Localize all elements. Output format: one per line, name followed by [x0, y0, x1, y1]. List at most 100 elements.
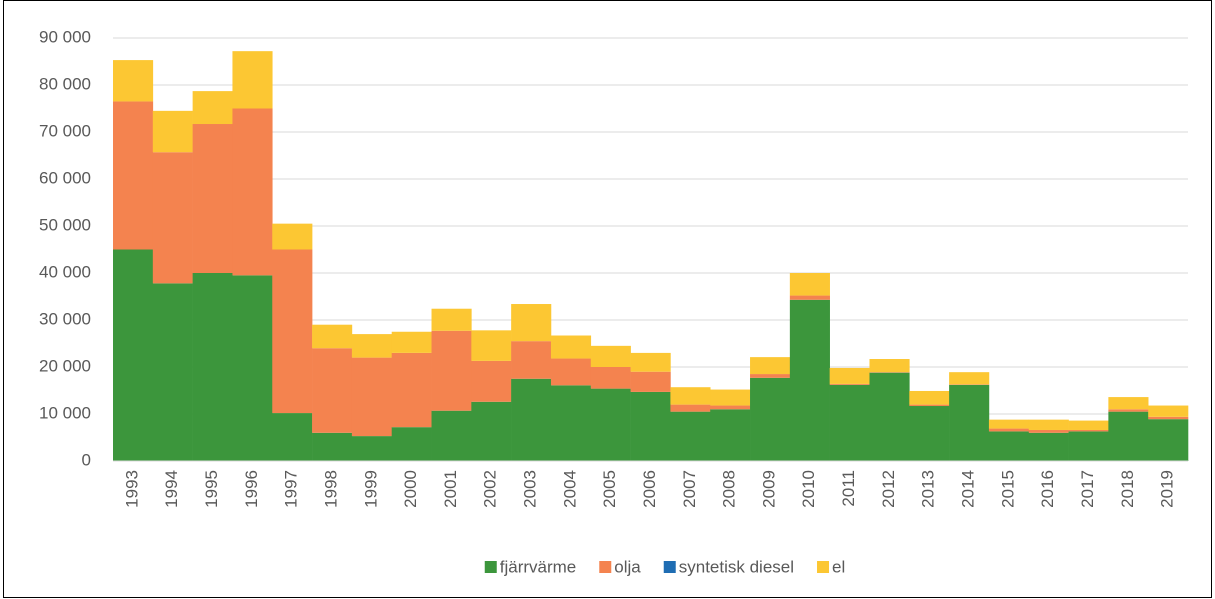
bar-segment — [511, 378, 552, 461]
bar-segment — [1068, 429, 1109, 432]
bar-segment — [1028, 429, 1069, 433]
bar-segment — [511, 341, 552, 379]
bar-segment — [789, 295, 830, 300]
bar-segment — [750, 374, 791, 378]
bar-segment — [550, 358, 592, 386]
bar-segment — [869, 359, 910, 373]
y-tick-label: 70 000 — [39, 121, 91, 140]
legend-swatch — [484, 561, 497, 573]
x-tick-label: 2000 — [401, 470, 420, 508]
bar-segment — [670, 411, 711, 461]
bar-segment — [829, 367, 870, 384]
bar-segment — [829, 383, 870, 385]
bar-segment — [113, 101, 154, 250]
bar-segment — [232, 275, 273, 461]
bar-segment — [1148, 405, 1189, 417]
bar-segment — [750, 377, 791, 461]
bar-segment — [590, 345, 631, 367]
bar-segment — [670, 404, 711, 412]
bar-segment — [192, 91, 233, 125]
bar-segment — [113, 249, 154, 461]
bar-segment — [431, 410, 472, 461]
x-tick-label: 2011 — [839, 470, 858, 507]
bar-segment — [152, 110, 193, 153]
bar-segment — [1108, 397, 1149, 410]
bar-segment — [391, 427, 432, 461]
y-tick-label: 60 000 — [39, 168, 91, 187]
x-tick-label: 2017 — [1078, 470, 1097, 508]
legend-swatch — [599, 561, 612, 573]
bar-segment — [351, 357, 393, 437]
bar-segment — [1068, 420, 1109, 430]
bar-segment — [431, 330, 472, 411]
bar-segment — [192, 273, 233, 461]
bar-segment — [1028, 419, 1069, 430]
bar-segment — [909, 404, 950, 407]
bar-segment — [232, 108, 273, 276]
bar-segment — [312, 324, 353, 349]
x-tick-label: 1993 — [122, 470, 141, 508]
x-tick-label: 1994 — [162, 470, 181, 508]
bar-segment — [152, 283, 193, 461]
x-tick-label: 2014 — [959, 470, 978, 508]
legend-label: fjärrvärme — [500, 557, 577, 576]
bar-segment — [630, 391, 671, 461]
x-tick-label: 1996 — [242, 470, 261, 508]
bar-segment — [511, 304, 552, 342]
y-tick-label: 90 000 — [39, 27, 91, 46]
x-tick-label: 2018 — [1118, 470, 1137, 508]
bar-segment — [391, 352, 432, 428]
x-tick-label: 2009 — [759, 470, 778, 508]
y-tick-label: 80 000 — [39, 74, 91, 93]
x-tick-label: 2002 — [481, 470, 500, 508]
x-tick-label: 2003 — [521, 470, 540, 508]
legend-swatch — [663, 561, 676, 573]
bar-segment — [1148, 416, 1189, 420]
bar-segment — [471, 360, 512, 402]
x-tick-label: 1999 — [361, 470, 380, 508]
bar-segment — [988, 419, 1030, 429]
y-tick-label: 30 000 — [39, 309, 91, 328]
bar-segment — [670, 387, 711, 405]
x-tick-label: 1995 — [202, 470, 221, 508]
bar-segment — [710, 389, 751, 406]
x-tick-label: 2006 — [640, 470, 659, 508]
bar-segment — [988, 431, 1030, 461]
bar-segment — [312, 432, 353, 461]
x-tick-label: 2005 — [600, 470, 619, 508]
bar-segment — [909, 390, 950, 405]
bar-segment — [272, 223, 313, 250]
bar-segment — [949, 372, 990, 385]
bar-segment — [152, 152, 193, 284]
legend-swatch — [817, 561, 830, 573]
bar-segment — [949, 384, 990, 461]
bar-segment — [909, 406, 950, 461]
bar-segment — [192, 124, 233, 273]
bar-segment — [550, 335, 592, 359]
bar-segment — [590, 388, 631, 461]
bar-segment — [312, 348, 353, 433]
bar-segment — [550, 385, 592, 461]
bar-segment — [1108, 411, 1149, 461]
bar-segment — [272, 413, 313, 461]
bar-segment — [829, 384, 870, 461]
bar-segment — [789, 299, 830, 461]
bar-segment — [391, 331, 432, 353]
bar-segment — [1068, 431, 1109, 461]
bar-segment — [869, 372, 910, 461]
x-tick-label: 2013 — [919, 470, 938, 508]
bar-segment — [351, 436, 393, 461]
x-tick-label: 2012 — [879, 470, 898, 508]
bar-segment — [431, 308, 472, 331]
x-tick-label: 2007 — [680, 470, 699, 508]
y-tick-label: 40 000 — [39, 262, 91, 281]
bar-segment — [590, 367, 631, 389]
bar-segment — [750, 357, 791, 375]
x-tick-label: 2015 — [998, 470, 1017, 508]
x-tick-label: 1997 — [282, 470, 301, 508]
x-tick-label: 2016 — [1038, 470, 1057, 508]
x-tick-label: 2019 — [1158, 470, 1177, 508]
bar-segment — [630, 371, 671, 392]
legend-label: syntetisk diesel — [679, 557, 794, 576]
